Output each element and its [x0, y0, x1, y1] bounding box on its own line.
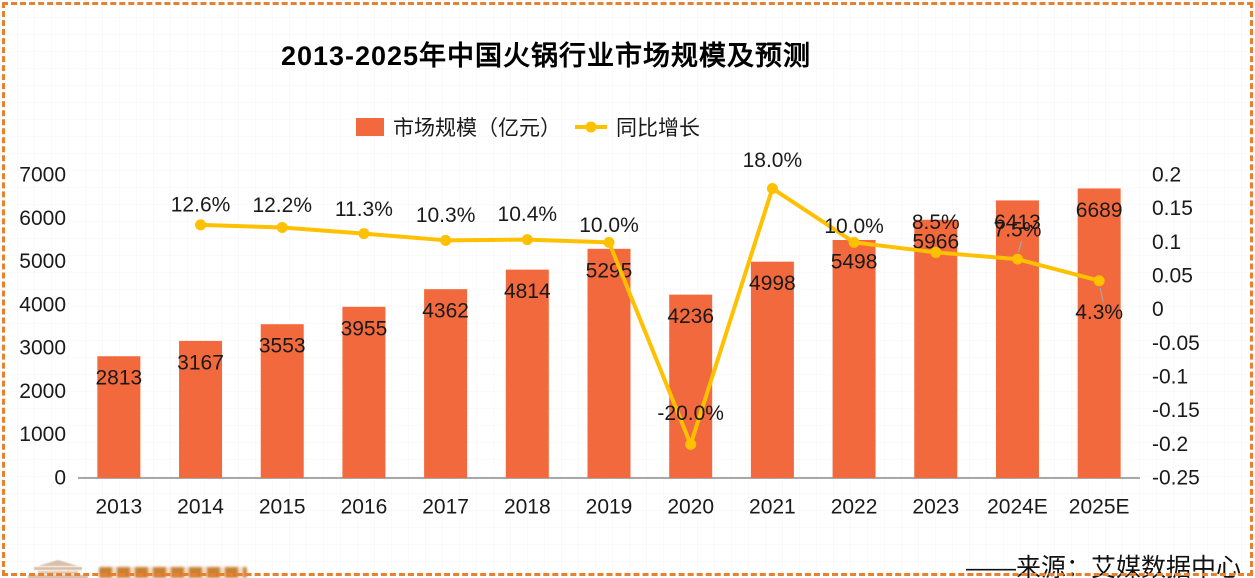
bar-2016 [342, 306, 386, 478]
x-tick-label-2025E: 2025E [1069, 496, 1130, 519]
x-tick-label-2017: 2017 [422, 496, 469, 519]
growth-label-2025E: 4.3% [1075, 301, 1123, 324]
y-left-tick-0: 0 [54, 467, 66, 490]
growth-label-2023: 8.5% [912, 211, 960, 234]
watermark-text-blur [99, 567, 247, 578]
y-right-tick-0: 0 [1152, 298, 1164, 321]
growth-marker-2016 [358, 228, 370, 240]
y-right-tick--0.25: -0.25 [1152, 467, 1200, 490]
growth-marker-2018 [521, 234, 533, 246]
legend: 市场规模（亿元） 同比增长 [0, 112, 1056, 142]
growth-label-2018: 10.4% [498, 203, 558, 226]
bar-series-swatch-icon [356, 118, 384, 136]
growth-line [198, 186, 1102, 447]
x-tick-label-2019: 2019 [586, 496, 633, 519]
y-right-tick-0.05: 0.05 [1152, 265, 1193, 288]
growth-label-2014: 12.6% [171, 193, 231, 216]
y-right-tick--0.2: -0.2 [1152, 433, 1188, 456]
bar-label-2014: 3167 [177, 351, 224, 374]
leader-line-2025E [1099, 287, 1104, 302]
source-caption: ——来源：艾媒数据中心 [965, 554, 1241, 578]
y-right-tick--0.1: -0.1 [1152, 366, 1188, 389]
legend-label-market-size: 市场规模（亿元） [393, 117, 561, 140]
bar-2024E [995, 200, 1039, 479]
bar-label-2013: 2813 [95, 367, 142, 390]
y-right-tick-0.15: 0.15 [1152, 197, 1193, 220]
bar-2021 [750, 261, 794, 478]
x-tick-label-2013: 2013 [95, 496, 142, 519]
legend-item-market-size: 市场规模（亿元） [356, 112, 561, 142]
bar-2015 [260, 324, 304, 478]
bar-2023 [914, 219, 958, 478]
growth-marker-2024E [1011, 253, 1023, 265]
growth-label-2024E: 7.5% [994, 219, 1042, 242]
bar-2022 [832, 240, 876, 478]
growth-label-2021: 18.0% [743, 149, 803, 172]
bar-label-2019: 5295 [586, 259, 633, 282]
bar-label-2025E: 6689 [1076, 199, 1123, 222]
bar-label-2017: 4362 [422, 300, 469, 323]
watermark-logo [28, 560, 88, 578]
bar-label-2015: 3553 [259, 335, 306, 358]
x-tick-label-2024E: 2024E [987, 496, 1048, 519]
y-right-tick-0.1: 0.1 [1152, 231, 1181, 254]
bar-2018 [505, 269, 549, 478]
growth-label-2017: 10.3% [416, 204, 476, 227]
legend-label-growth: 同比增长 [616, 117, 700, 140]
x-tick-label-2016: 2016 [341, 496, 388, 519]
bar-2019 [587, 248, 631, 478]
growth-marker-2019 [603, 236, 615, 248]
bar-2017 [424, 289, 468, 478]
growth-marker-2017 [440, 234, 452, 246]
growth-marker-2025E [1093, 275, 1105, 287]
y-left-tick-2000: 2000 [19, 380, 66, 403]
x-tick-label-2020: 2020 [667, 496, 714, 519]
y-left-tick-5000: 5000 [19, 250, 66, 273]
legend-item-growth: 同比增长 [575, 112, 700, 142]
bar-label-2023: 5966 [912, 230, 959, 253]
y-left-tick-6000: 6000 [19, 207, 66, 230]
bar-label-2020: 4236 [667, 305, 714, 328]
growth-marker-2014 [195, 219, 207, 231]
growth-marker-2021 [766, 182, 778, 194]
x-tick-label-2018: 2018 [504, 496, 551, 519]
x-tick-label-2021: 2021 [749, 496, 796, 519]
x-tick-label-2015: 2015 [259, 496, 306, 519]
growth-label-2022: 10.0% [824, 215, 884, 238]
y-left-tick-1000: 1000 [19, 423, 66, 446]
bar-label-2016: 3955 [341, 317, 388, 340]
growth-label-2019: 10.0% [579, 214, 639, 237]
leader-line-2024E [1017, 241, 1023, 253]
line-series-swatch-icon [575, 121, 607, 133]
bar-label-2021: 4998 [749, 272, 796, 295]
bar-2013 [97, 356, 141, 478]
growth-label-2015: 12.2% [252, 194, 312, 217]
y-left-tick-4000: 4000 [19, 293, 66, 316]
growth-marker-2022 [848, 236, 860, 248]
growth-label-2020: -20.0% [657, 402, 724, 425]
bar-label-2018: 4814 [504, 280, 551, 303]
y-right-tick--0.15: -0.15 [1152, 399, 1200, 422]
bar-2014 [179, 340, 223, 478]
growth-marker-2023 [930, 246, 942, 258]
line-series-dot-icon [585, 121, 597, 133]
bar-label-2024E: 6413 [994, 211, 1041, 234]
y-left-tick-3000: 3000 [19, 337, 66, 360]
chart-title: 2013-2025年中国火锅行业市场规模及预测 [280, 41, 812, 71]
bar-2025E [1077, 188, 1121, 478]
y-right-tick--0.05: -0.05 [1152, 332, 1200, 355]
growth-marker-2020 [685, 438, 697, 450]
x-tick-label-2022: 2022 [831, 496, 878, 519]
growth-label-2016: 11.3% [335, 198, 393, 221]
growth-marker-2015 [276, 222, 288, 234]
x-tick-label-2014: 2014 [177, 496, 224, 519]
y-left-tick-7000: 7000 [19, 164, 66, 187]
bar-label-2022: 5498 [831, 251, 878, 274]
x-tick-label-2023: 2023 [912, 496, 959, 519]
y-right-tick-0.2: 0.2 [1152, 164, 1181, 187]
